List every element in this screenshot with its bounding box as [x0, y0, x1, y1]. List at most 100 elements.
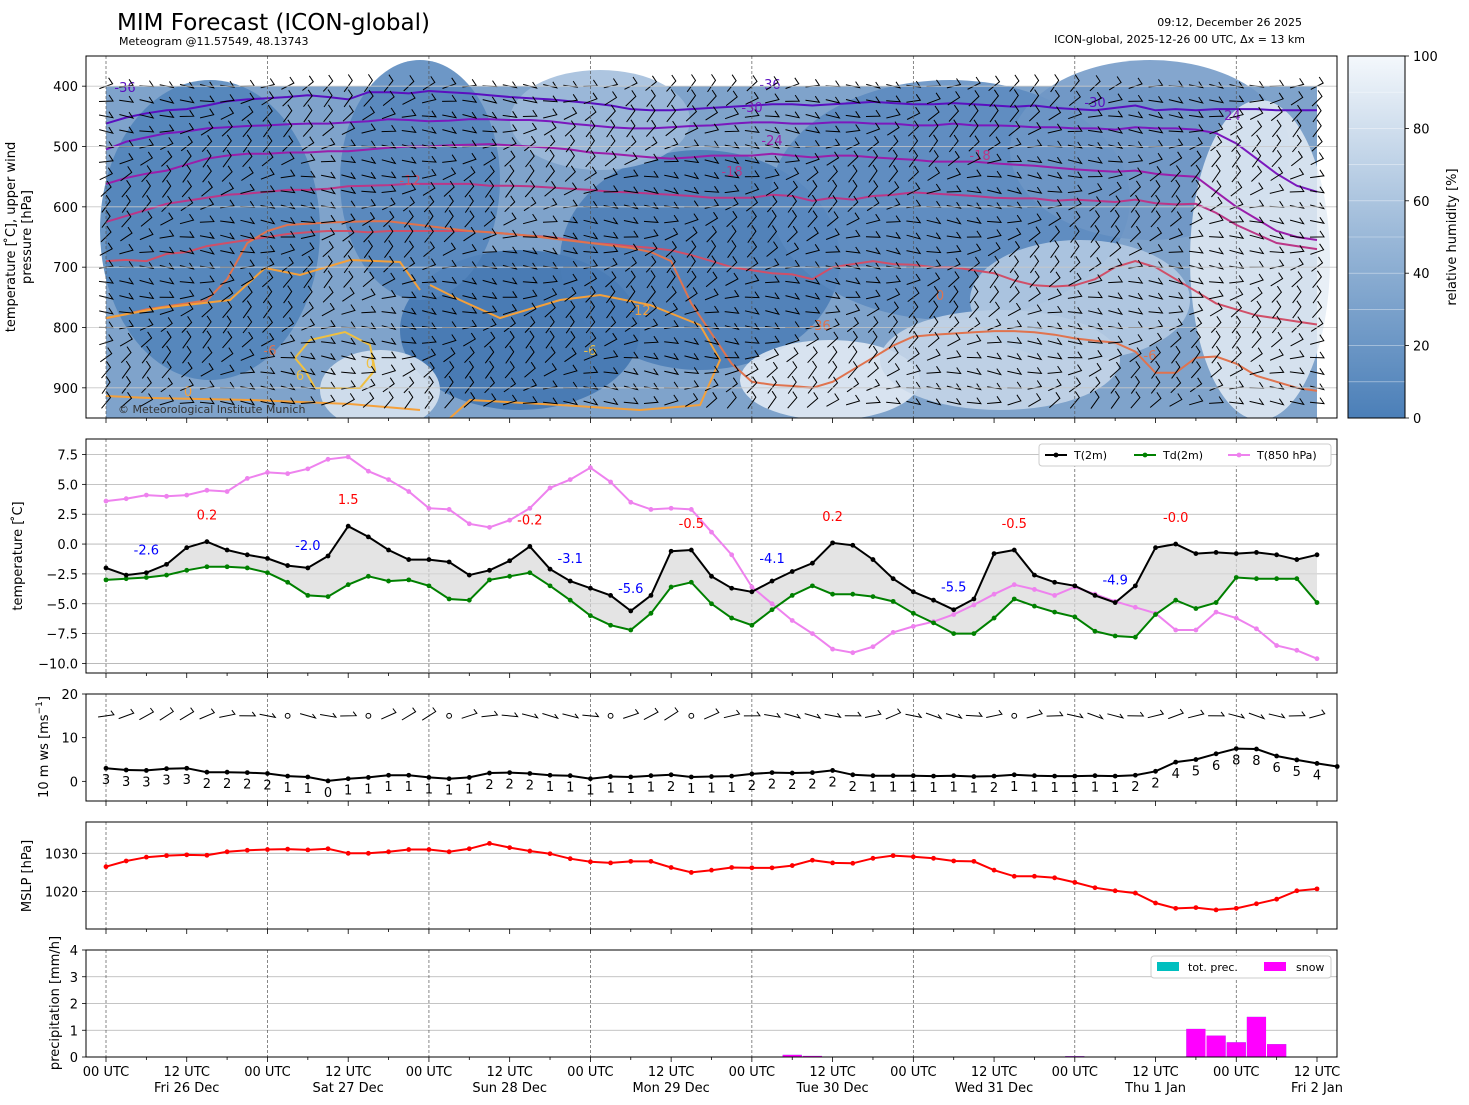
wind-barb — [987, 352, 1003, 360]
wind-barb — [987, 335, 1003, 344]
surface-barb — [945, 713, 963, 720]
wind-barb — [240, 259, 255, 270]
wind-barb — [421, 110, 437, 118]
wind-barb — [785, 77, 800, 89]
upper-air-panel: -36-30-24-18-12-60-36-30-24-18-12-60-36-… — [3, 55, 1338, 423]
wind-speed-point — [1011, 772, 1017, 778]
wind-barb — [704, 352, 720, 360]
wind-barb — [845, 262, 861, 270]
mslp-point — [103, 864, 109, 870]
wind-barb — [160, 212, 174, 226]
wind-barb — [825, 228, 840, 240]
wind-barb — [747, 210, 757, 228]
wind-barb — [401, 183, 417, 195]
wind-barb — [1108, 155, 1124, 163]
wind-barb — [1229, 275, 1245, 284]
wind-barb — [1128, 307, 1144, 315]
wind-barb — [421, 155, 437, 163]
wind-barb — [381, 184, 397, 193]
wind-barb — [1087, 291, 1103, 299]
wind-barb — [929, 300, 939, 319]
wind-barb — [704, 288, 719, 301]
series-point — [567, 597, 573, 603]
wind-speed-point — [1233, 746, 1239, 751]
wind-barb — [946, 398, 962, 406]
wind-barb — [179, 276, 195, 284]
series-point — [527, 570, 533, 576]
y-tick-label: 1 — [70, 1024, 78, 1039]
series-point — [1011, 582, 1017, 588]
wind-barb — [462, 319, 478, 330]
wind-barb — [603, 245, 619, 254]
wind-barb — [302, 301, 314, 318]
wind-barb — [401, 322, 417, 331]
wind-barb — [302, 119, 314, 137]
wind-barb — [1209, 262, 1225, 270]
wind-barb — [785, 276, 801, 284]
extreme-label: -0.2 — [517, 513, 542, 528]
series-point — [769, 607, 775, 613]
wind-barb — [1067, 290, 1083, 299]
wind-barb — [623, 397, 639, 405]
wind-barb — [543, 108, 558, 119]
wind-barb — [1049, 89, 1060, 107]
wind-speed-point — [1213, 751, 1219, 757]
wind-barb — [785, 126, 801, 135]
wind-barb — [482, 111, 498, 119]
wind-barb — [423, 241, 435, 257]
ylabel-text: 10 m ws [ms — [37, 714, 52, 798]
wind-barb — [199, 215, 215, 223]
wind-barb — [825, 305, 841, 314]
wind-barb — [260, 201, 276, 209]
wind-barb — [422, 258, 437, 271]
isotherm-label: -36 — [114, 81, 135, 96]
mslp-point — [365, 850, 371, 856]
wind-barb — [949, 285, 959, 304]
surface-barb — [1066, 713, 1084, 719]
wind-barb — [767, 209, 777, 228]
wind-barb — [684, 156, 700, 164]
wind-barb — [1209, 81, 1224, 89]
wind-barb — [968, 300, 980, 319]
wind-barb — [1029, 240, 1040, 258]
wind-barb — [523, 378, 538, 391]
wind-barb — [159, 229, 175, 239]
wind-barb — [159, 277, 175, 285]
isotherm-label: -30 — [1084, 96, 1105, 111]
wind-barb — [280, 217, 296, 225]
wind-barb — [464, 194, 474, 213]
wind-barb — [846, 317, 860, 333]
series-point — [325, 456, 331, 462]
y-tick-label: 0 — [70, 775, 78, 790]
wind-barb — [280, 351, 296, 359]
wind-barb — [1149, 166, 1162, 182]
series-point — [406, 577, 412, 583]
wind-barb — [967, 76, 981, 90]
wind-barb — [765, 335, 780, 344]
series-point — [103, 577, 109, 583]
wind-speed-label: 3 — [142, 775, 150, 790]
wind-speed-point — [789, 770, 795, 776]
wind-barb — [1067, 184, 1083, 194]
wind-barb — [1108, 307, 1124, 316]
wind-barb — [966, 334, 982, 345]
wind-barb — [502, 262, 518, 270]
wind-barb — [1128, 154, 1144, 163]
wind-barb — [482, 138, 498, 149]
wind-barb — [543, 247, 558, 255]
time-tick-label: 00 UTC — [1052, 1065, 1098, 1080]
wind-barb — [502, 246, 518, 254]
wind-barb — [866, 262, 881, 270]
wind-barb — [200, 288, 215, 301]
wind-barb — [886, 108, 901, 119]
wind-barb — [1149, 332, 1163, 347]
wind-barb — [765, 275, 780, 284]
wind-barb — [1028, 287, 1041, 302]
mslp-point — [1233, 905, 1239, 911]
wind-barb — [1088, 257, 1102, 272]
wind-speed-label: 2 — [223, 777, 231, 792]
wind-barb — [766, 241, 779, 257]
wind-barb — [664, 337, 680, 345]
wind-barb — [1128, 126, 1144, 135]
series-point — [951, 612, 957, 617]
